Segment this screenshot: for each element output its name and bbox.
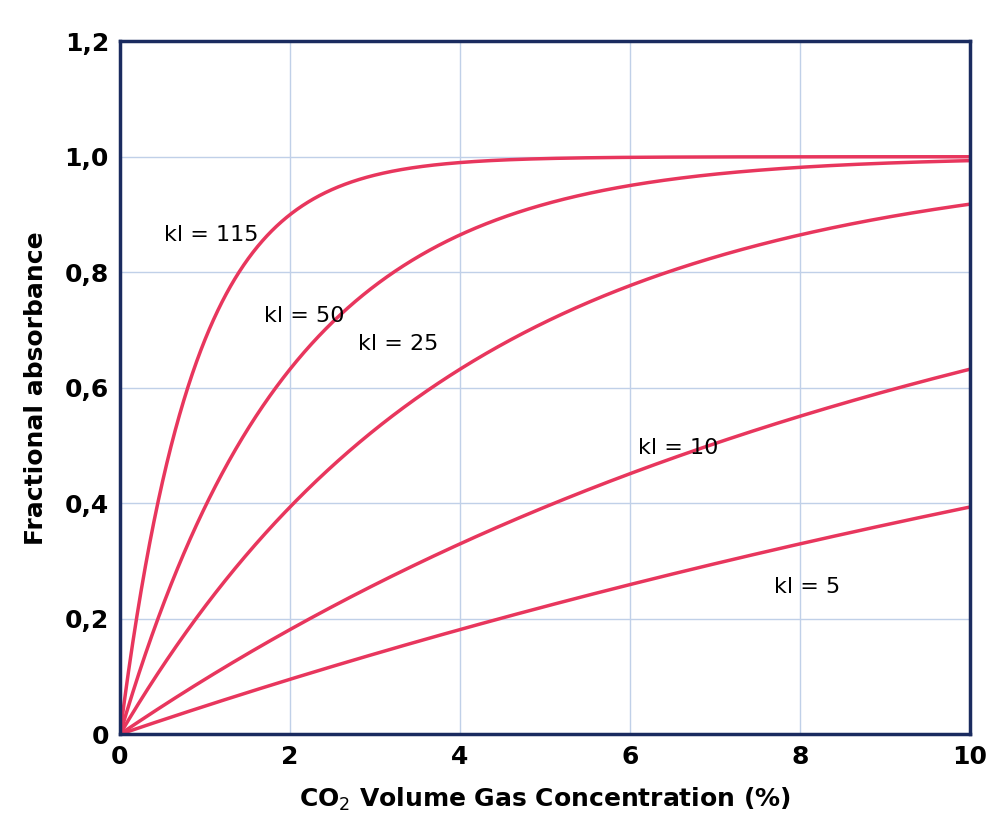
X-axis label: CO$_2$ Volume Gas Concentration (%): CO$_2$ Volume Gas Concentration (%) [299, 786, 791, 813]
Text: kl = 5: kl = 5 [774, 577, 841, 597]
Text: kl = 25: kl = 25 [358, 334, 438, 355]
Text: kl = 115: kl = 115 [164, 224, 259, 245]
Text: kl = 50: kl = 50 [264, 305, 345, 326]
Text: kl = 10: kl = 10 [639, 438, 719, 459]
Y-axis label: Fractional absorbance: Fractional absorbance [24, 231, 48, 544]
